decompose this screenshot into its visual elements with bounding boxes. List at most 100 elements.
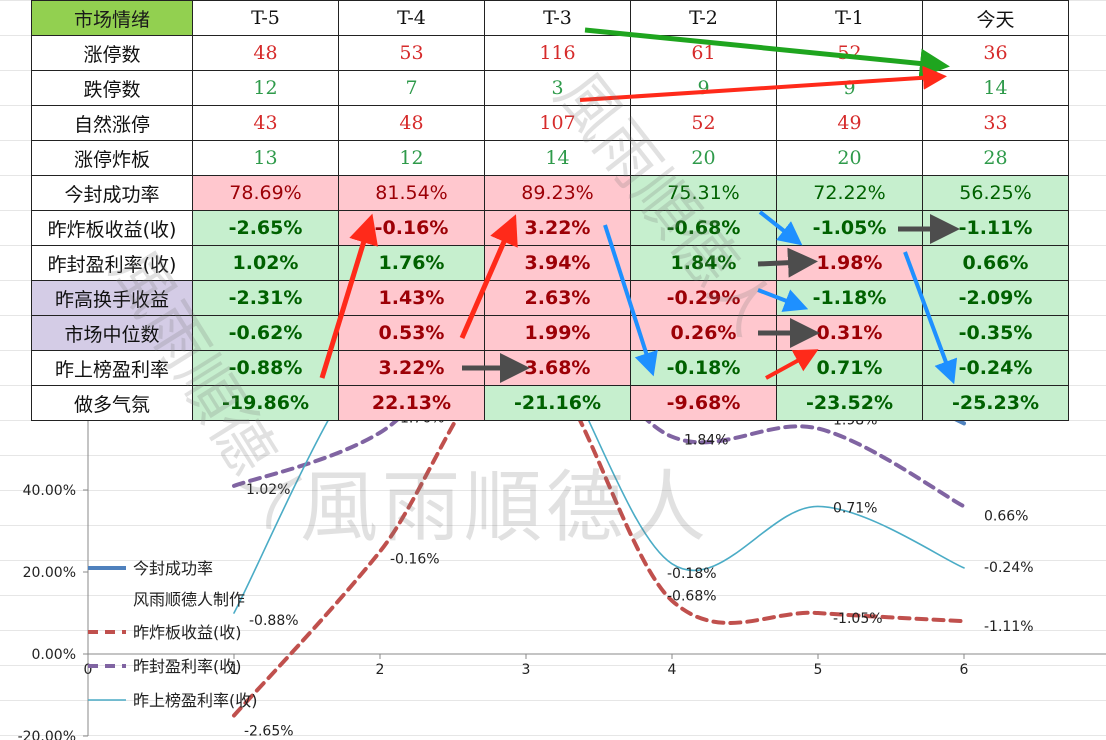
table-row: 市场中位数 -0.62% 0.53% 1.99% 0.26% 0.31% -0.35% xyxy=(31,315,1069,351)
value-cell: 56.25% xyxy=(922,175,1069,211)
value-cell: -2.31% xyxy=(192,280,339,316)
value-cell: 1.84% xyxy=(630,245,777,281)
data-label: -1.11% xyxy=(984,619,1034,635)
value-cell: -0.88% xyxy=(192,350,339,386)
series-line xyxy=(233,420,965,614)
table-row: 做多气氛 -19.86% 22.13% -21.16% -9.68% -23.52% -25… xyxy=(31,385,1069,421)
value-cell: -23.52% xyxy=(776,385,923,421)
value-cell: 0.31% xyxy=(776,315,923,351)
header-day-cell: 今天 xyxy=(922,0,1069,36)
table-row: 涨停炸板 13 12 14 20 20 28 xyxy=(31,140,1069,176)
data-label: -1.05% xyxy=(833,611,883,627)
value-cell: 1.99% xyxy=(484,315,631,351)
data-label: 1.76% xyxy=(400,420,444,427)
value-cell: -0.68% xyxy=(630,210,777,246)
table-row: 昨高换手收益 -2.31% 1.43% 2.63% -0.29% -1.18% -2.09% xyxy=(31,280,1069,316)
legend-entry: 昨炸板收益(收) xyxy=(133,623,242,642)
x-tick-label: 3 xyxy=(522,662,531,678)
data-label: -0.88% xyxy=(249,613,299,629)
data-label: 1.84% xyxy=(684,433,728,449)
row-label-cell: 做多气氛 xyxy=(31,385,193,421)
value-cell: -0.16% xyxy=(338,210,485,246)
y-tick-label: 40.00% xyxy=(23,483,76,499)
x-tick-label: 4 xyxy=(668,662,677,678)
y-tick-label: 0.00% xyxy=(32,647,76,663)
value-cell: -9.68% xyxy=(630,385,777,421)
value-cell: 20 xyxy=(776,140,923,176)
value-cell: 3.22% xyxy=(484,210,631,246)
legend-entry: 昨封盈利率(收) xyxy=(133,657,242,676)
value-cell: 0.71% xyxy=(776,350,923,386)
chart-series-lines xyxy=(232,420,966,718)
y-tick-label: 20.00% xyxy=(23,565,76,581)
value-cell: 72.22% xyxy=(776,175,923,211)
value-cell: 12 xyxy=(192,70,339,106)
legend-note: 风雨顺德人制作 xyxy=(133,590,245,609)
table-row: 昨炸板收益(收) -2.65% -0.16% 3.22% -0.68% -1.05% -1.… xyxy=(31,210,1069,246)
value-cell: -0.29% xyxy=(630,280,777,316)
value-cell: 52 xyxy=(776,35,923,71)
row-label-cell: 昨上榜盈利率 xyxy=(31,350,193,386)
value-cell: 0.26% xyxy=(630,315,777,351)
value-cell: 2.63% xyxy=(484,280,631,316)
value-cell: -0.35% xyxy=(922,315,1069,351)
value-cell: 9 xyxy=(630,70,777,106)
header-day-cell: T-3 xyxy=(484,0,631,36)
value-cell: 33 xyxy=(922,105,1069,141)
header-day-cell: T-2 xyxy=(630,0,777,36)
row-label-cell: 昨高换手收益 xyxy=(31,280,193,316)
data-label: -0.24% xyxy=(984,560,1034,576)
row-label-cell: 自然涨停 xyxy=(31,105,193,141)
data-label: 0.66% xyxy=(984,508,1028,524)
y-tick-label: -20.00% xyxy=(18,729,76,740)
row-label-cell: 跌停数 xyxy=(31,70,193,106)
value-cell: -1.05% xyxy=(776,210,923,246)
market-sentiment-table: 市场情绪 T-5 T-4 T-3 T-2 T-1 今天 涨停数 48 53 116 61 52 36 跌停数… xyxy=(31,0,1069,421)
x-tick-label: 5 xyxy=(814,662,823,678)
legend-entry: 昨上榜盈利率(收) xyxy=(133,691,258,710)
table-row: 昨上榜盈利率 -0.88% 3.22% 3.68% -0.18% 0.71% -0.24% xyxy=(31,350,1069,386)
table-row: 昨封盈利率(收) 1.02% 1.76% 3.94% 1.84% 1.98% 0.66% xyxy=(31,245,1069,281)
value-cell: -19.86% xyxy=(192,385,339,421)
value-cell: -0.62% xyxy=(192,315,339,351)
value-cell: 9 xyxy=(776,70,923,106)
data-label: -0.68% xyxy=(667,589,717,605)
value-cell: 7 xyxy=(338,70,485,106)
row-label-cell: 昨炸板收益(收) xyxy=(31,210,193,246)
series-line xyxy=(232,420,966,509)
value-cell: 1.43% xyxy=(338,280,485,316)
value-cell: -2.65% xyxy=(192,210,339,246)
chart-data-labels: -2.65%-0.16%3.22%-0.68%-1.05%-1.11%1.02%… xyxy=(244,420,1034,740)
value-cell: 1.76% xyxy=(338,245,485,281)
value-cell: 1.98% xyxy=(776,245,923,281)
table-row: 今封成功率 78.69% 81.54% 89.23% 75.31% 72.22% 56.25… xyxy=(31,175,1069,211)
value-cell: 75.31% xyxy=(630,175,777,211)
data-label: 1.98% xyxy=(833,420,877,429)
x-tick-label: 1 xyxy=(230,662,239,678)
table-row: 涨停数 48 53 116 61 52 36 xyxy=(31,35,1069,71)
value-cell: 3.22% xyxy=(338,350,485,386)
value-cell: 14 xyxy=(922,70,1069,106)
row-label-cell: 今封成功率 xyxy=(31,175,193,211)
value-cell: 43 xyxy=(192,105,339,141)
value-cell: 78.69% xyxy=(192,175,339,211)
header-day-cell: T-4 xyxy=(338,0,485,36)
value-cell: 48 xyxy=(338,105,485,141)
value-cell: -1.18% xyxy=(776,280,923,316)
value-cell: -21.16% xyxy=(484,385,631,421)
table-header-row: 市场情绪 T-5 T-4 T-3 T-2 T-1 今天 xyxy=(31,0,1069,36)
x-tick-label: 6 xyxy=(960,662,969,678)
value-cell: 61 xyxy=(630,35,777,71)
value-cell: 28 xyxy=(922,140,1069,176)
value-cell: 13 xyxy=(192,140,339,176)
value-cell: 81.54% xyxy=(338,175,485,211)
row-label-cell: 涨停炸板 xyxy=(31,140,193,176)
value-cell: 14 xyxy=(484,140,631,176)
row-label-cell: 涨停数 xyxy=(31,35,193,71)
value-cell: 3 xyxy=(484,70,631,106)
value-cell: 1.02% xyxy=(192,245,339,281)
row-label-cell: 市场中位数 xyxy=(31,315,193,351)
data-label: -2.65% xyxy=(244,724,294,740)
value-cell: 89.23% xyxy=(484,175,631,211)
